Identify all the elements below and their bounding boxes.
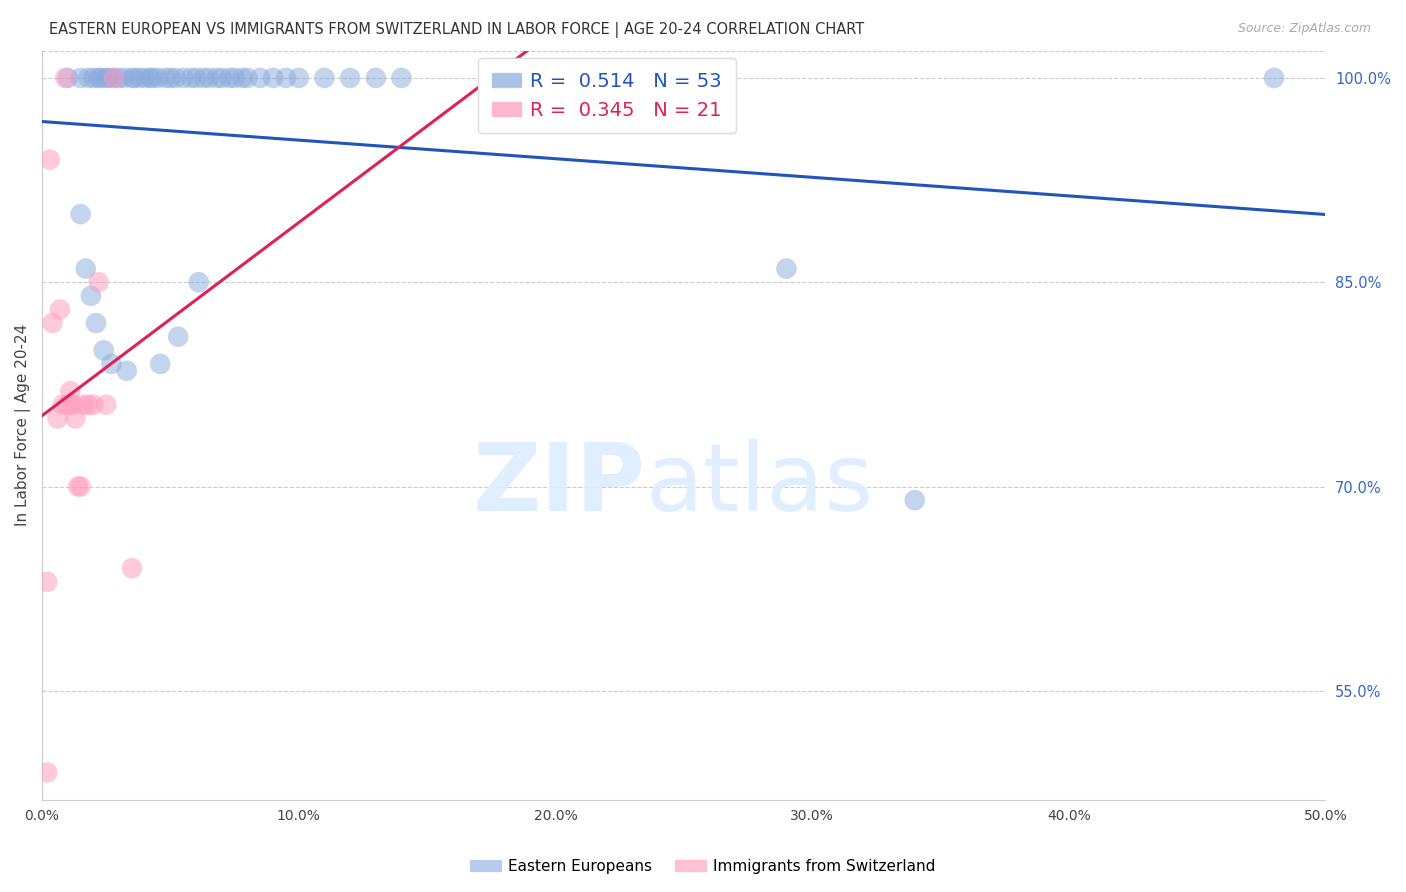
Point [69,479,91,493]
Point [96,70,118,85]
Text: ZIP: ZIP [472,439,645,531]
Point [103,70,125,85]
Point [77,398,100,412]
Point [121,70,143,85]
Point [96,398,118,412]
Point [231,70,253,85]
Point [90,70,112,85]
Point [82,398,104,412]
Point [87,275,110,289]
Point [159,70,181,85]
Point [115,364,138,378]
Point [108,70,131,85]
Point [775,261,797,276]
Point [249,70,271,85]
Point [149,357,172,371]
Point [139,70,162,85]
Point [146,70,169,85]
Point [37,765,59,780]
Point [59,384,82,399]
Point [1263,70,1285,85]
Point [56,398,79,412]
Point [72,398,94,412]
Text: Source: ZipAtlas.com: Source: ZipAtlas.com [1237,22,1371,36]
Point [184,70,207,85]
Point [84,316,107,330]
Point [274,70,297,85]
Text: EASTERN EUROPEAN VS IMMIGRANTS FROM SWITZERLAND IN LABOR FORCE | AGE 20-24 CORRE: EASTERN EUROPEAN VS IMMIGRANTS FROM SWIT… [49,22,865,38]
Point [904,493,927,508]
Point [49,302,72,317]
Point [205,70,228,85]
Point [339,70,361,85]
Point [224,70,246,85]
Point [236,70,259,85]
Point [75,261,97,276]
Legend: R =  0.514   N = 53, R =  0.345   N = 21: R = 0.514 N = 53, R = 0.345 N = 21 [478,58,735,133]
Point [218,70,240,85]
Legend: Eastern Europeans, Immigrants from Switzerland: Eastern Europeans, Immigrants from Switz… [464,853,942,880]
Point [180,70,202,85]
Point [38,153,60,167]
Point [112,70,135,85]
Point [198,70,221,85]
Point [67,479,90,493]
Point [87,70,110,85]
Point [155,70,177,85]
Point [364,70,387,85]
Point [100,357,122,371]
Point [56,70,79,85]
Point [41,316,63,330]
Point [69,70,91,85]
Point [80,289,103,303]
Point [211,70,233,85]
Y-axis label: In Labor Force | Age 20-24: In Labor Force | Age 20-24 [15,324,31,526]
Point [82,70,104,85]
Point [69,207,91,221]
Point [52,398,75,412]
Point [46,411,69,425]
Point [93,343,115,358]
Point [262,70,284,85]
Point [167,329,190,343]
Point [391,70,413,85]
Point [77,70,100,85]
Text: atlas: atlas [645,439,873,531]
Point [165,70,187,85]
Point [121,561,143,575]
Point [97,70,120,85]
Point [53,70,76,85]
Point [187,275,209,289]
Point [287,70,309,85]
Point [172,70,194,85]
Point [103,70,125,85]
Point [37,574,59,589]
Point [65,411,87,425]
Point [62,398,84,412]
Point [314,70,336,85]
Point [124,70,146,85]
Point [134,70,156,85]
Point [141,70,163,85]
Point [193,70,215,85]
Point [128,70,150,85]
